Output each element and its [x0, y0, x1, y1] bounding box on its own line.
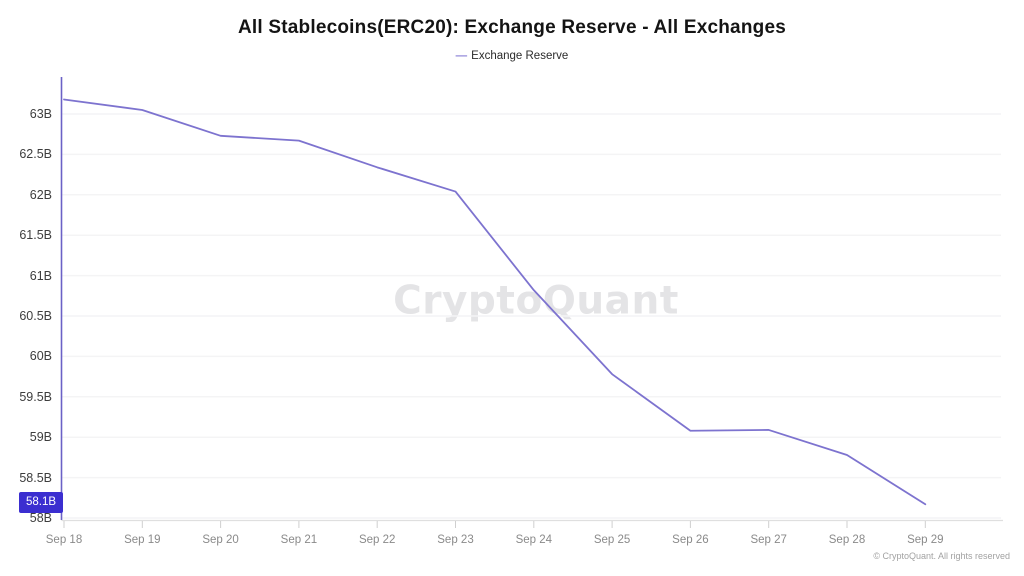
x-axis-label: Sep 21 [280, 534, 318, 546]
y-axis-label: 59B [29, 430, 52, 445]
current-value-badge: 58.1B [19, 492, 63, 513]
y-axis-label: 61B [29, 268, 52, 283]
chart-title: All Stablecoins(ERC20): Exchange Reserve… [238, 17, 786, 38]
x-axis-label: Sep 24 [515, 534, 553, 546]
x-axis-label: Sep 26 [672, 534, 709, 546]
y-axis-label: 61.5B [19, 228, 52, 243]
y-axis-label: 63B [29, 107, 52, 121]
x-axis-label: Sep 18 [45, 534, 83, 546]
x-axis-label: Sep 19 [124, 534, 161, 546]
y-axis-label: 62B [29, 187, 52, 202]
y-axis-label: 60.5B [19, 309, 52, 323]
x-axis-label: Sep 22 [358, 534, 396, 546]
y-axis-label: 62.5B [19, 147, 52, 162]
y-axis-label: 60B [29, 349, 52, 364]
x-axis-label: Sep 20 [202, 534, 239, 546]
legend-line-icon: — [455, 50, 467, 62]
copyright-footer: © CryptoQuant. All rights reserved [873, 551, 1010, 561]
x-axis-label: Sep 25 [593, 534, 631, 546]
y-axis-label: 59.5B [19, 389, 52, 404]
x-axis-label: Sep 27 [750, 534, 787, 546]
y-axis-label: 58B [29, 511, 52, 525]
x-axis-label: Sep 28 [828, 534, 866, 546]
y-axis-label: 58.5B [19, 470, 52, 485]
series-line-exchange-reserve [63, 98, 927, 506]
x-axis-label: Sep 23 [437, 534, 474, 546]
legend: — Exchange Reserve [0, 50, 1024, 62]
x-axis-label: Sep 29 [907, 534, 944, 546]
legend-label: Exchange Reserve [471, 50, 569, 62]
